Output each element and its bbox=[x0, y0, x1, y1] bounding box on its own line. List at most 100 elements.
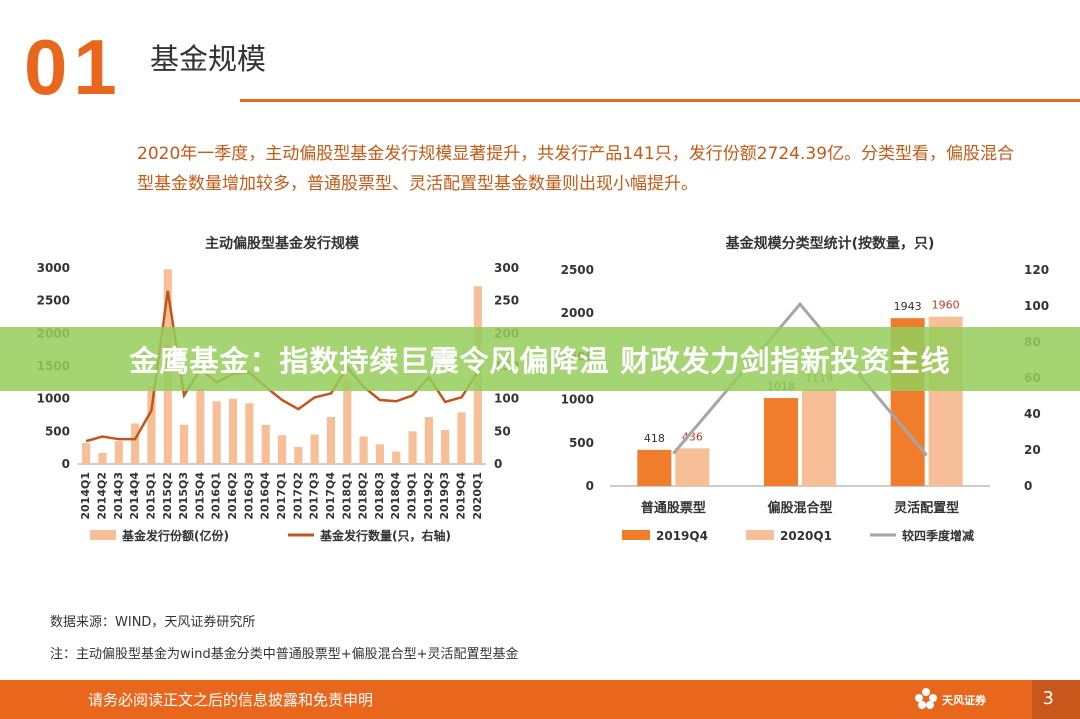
chart-title: 主动偏股型基金发行规模 bbox=[205, 235, 360, 252]
x-tick-label: 普通股票型 bbox=[641, 500, 706, 516]
bar bbox=[196, 388, 205, 464]
bar bbox=[212, 401, 221, 464]
y-tick-label: 500 bbox=[45, 424, 70, 438]
bar bbox=[82, 443, 91, 464]
x-tick-label: 2018Q3 bbox=[373, 472, 386, 520]
y2-tick-label: 50 bbox=[494, 424, 511, 438]
bar bbox=[98, 452, 107, 464]
legend-label: 2019Q4 bbox=[656, 529, 708, 543]
bar bbox=[228, 398, 238, 464]
line-series bbox=[85, 290, 479, 443]
legend-label: 2020Q1 bbox=[780, 529, 832, 543]
bar-2020q1 bbox=[675, 448, 710, 486]
y2-tick-label: 100 bbox=[1024, 299, 1049, 313]
data-label: 1943 bbox=[894, 300, 922, 313]
y2-tick-label: 120 bbox=[1024, 263, 1049, 277]
bar bbox=[261, 424, 270, 464]
x-tick-label: 2017Q1 bbox=[275, 472, 288, 520]
legend-swatch bbox=[90, 530, 116, 540]
bar bbox=[343, 380, 352, 464]
footnote: 注：主动偏股型基金为wind基金分类中普通股票型+偏股混合型+灵活配置型基金 bbox=[50, 647, 519, 662]
y2-tick-label: 250 bbox=[494, 294, 519, 308]
issuance-chart: 主动偏股型基金发行规模05001000150020002500300005010… bbox=[37, 235, 519, 543]
y-tick-label: 0 bbox=[62, 457, 70, 471]
bar bbox=[310, 434, 319, 464]
bar bbox=[457, 412, 466, 464]
x-tick-label: 2018Q1 bbox=[340, 472, 353, 520]
x-tick-label: 2014Q4 bbox=[128, 472, 141, 520]
bar bbox=[131, 423, 140, 464]
y-tick-label: 2500 bbox=[561, 263, 594, 277]
legend-label: 较四季度增减 bbox=[902, 528, 974, 543]
y-tick-label: 500 bbox=[569, 436, 594, 450]
y2-tick-label: 0 bbox=[1024, 479, 1032, 493]
bar bbox=[180, 424, 189, 464]
x-tick-label: 2019Q2 bbox=[422, 472, 435, 520]
y-tick-label: 2500 bbox=[37, 294, 70, 308]
legend-swatch bbox=[746, 530, 774, 540]
legend-label: 基金发行数量(只，右轴) bbox=[319, 528, 451, 543]
bar-2020q1 bbox=[802, 389, 836, 486]
legend-label: 基金发行份额(亿份) bbox=[121, 528, 229, 543]
summary-text: 2020年一季度，主动偏股型基金发行规模显著提升，共发行产品141只，发行份额2… bbox=[137, 144, 1015, 194]
page-tab bbox=[1032, 680, 1080, 719]
disclaimer-text: 请务必阅读正文之后的信息披露和免责申明 bbox=[88, 691, 374, 709]
data-label: 436 bbox=[682, 430, 703, 443]
y2-tick-label: 0 bbox=[494, 457, 502, 471]
x-tick-label: 2019Q1 bbox=[406, 472, 419, 520]
bar bbox=[359, 436, 368, 464]
logo-text: 天风证券 bbox=[942, 694, 986, 707]
x-tick-label: 2016Q2 bbox=[226, 472, 239, 520]
y-tick-label: 0 bbox=[586, 479, 594, 493]
data-source: 数据来源：WIND，天风证券研究所 bbox=[50, 615, 256, 630]
x-tick-label: 2014Q1 bbox=[79, 472, 92, 520]
page-number: 3 bbox=[1042, 688, 1054, 709]
x-tick-label: 2015Q4 bbox=[193, 472, 206, 520]
x-tick-label: 2016Q4 bbox=[259, 472, 272, 520]
bar bbox=[294, 447, 303, 464]
bar bbox=[326, 416, 336, 464]
x-tick-label: 2016Q1 bbox=[210, 472, 223, 520]
flower-logo-icon bbox=[915, 688, 937, 709]
bar bbox=[424, 416, 433, 464]
bar bbox=[147, 385, 156, 464]
x-tick-label: 2014Q3 bbox=[112, 472, 125, 520]
bar-2019q4 bbox=[637, 449, 672, 486]
y-tick-label: 2000 bbox=[561, 306, 594, 320]
company-logo: 天风证券 bbox=[912, 684, 1022, 714]
line-series bbox=[672, 301, 928, 457]
x-tick-label: 2017Q3 bbox=[308, 472, 321, 520]
x-tick-label: 2015Q3 bbox=[177, 472, 190, 520]
x-tick-label: 2019Q3 bbox=[438, 472, 451, 520]
x-tick-label: 偏股混合型 bbox=[767, 500, 832, 516]
data-label: 1960 bbox=[932, 299, 960, 312]
bar bbox=[245, 403, 254, 464]
bar bbox=[277, 435, 287, 464]
bar bbox=[392, 451, 401, 464]
y-tick-label: 1000 bbox=[561, 393, 594, 407]
y-tick-label: 1000 bbox=[37, 392, 70, 406]
x-tick-label: 2020Q1 bbox=[471, 472, 484, 520]
section-divider bbox=[240, 99, 1080, 102]
bar bbox=[441, 430, 450, 464]
data-label: 418 bbox=[644, 432, 665, 445]
x-tick-label: 2014Q2 bbox=[95, 472, 108, 520]
category-chart: 基金规模分类型统计(按数量，只)050010001500200025000204… bbox=[561, 235, 1049, 543]
y2-tick-label: 40 bbox=[1024, 407, 1041, 421]
y2-tick-label: 300 bbox=[494, 261, 519, 275]
x-tick-label: 2018Q4 bbox=[389, 472, 402, 520]
headline-text[interactable]: 金鹰基金：指数持续巨震令风偏降温 财政发力剑指新投资主线 bbox=[129, 344, 951, 378]
x-tick-label: 2017Q4 bbox=[324, 472, 337, 520]
headline-banner[interactable]: 金鹰基金：指数持续巨震令风偏降温 财政发力剑指新投资主线 bbox=[0, 327, 1080, 391]
x-tick-label: 2018Q2 bbox=[357, 472, 370, 520]
bar bbox=[375, 444, 384, 464]
y-tick-label: 3000 bbox=[37, 261, 70, 275]
bar bbox=[408, 431, 417, 464]
x-tick-label: 2016Q3 bbox=[242, 472, 255, 520]
bar bbox=[114, 441, 123, 464]
legend-swatch bbox=[622, 530, 650, 540]
chart-title: 基金规模分类型统计(按数量，只) bbox=[726, 235, 935, 252]
x-tick-label: 2015Q2 bbox=[161, 472, 174, 520]
footer-bar: 请务必阅读正文之后的信息披露和免责申明 天风证券 3 bbox=[0, 680, 1080, 719]
bar-2019q4 bbox=[764, 398, 798, 486]
